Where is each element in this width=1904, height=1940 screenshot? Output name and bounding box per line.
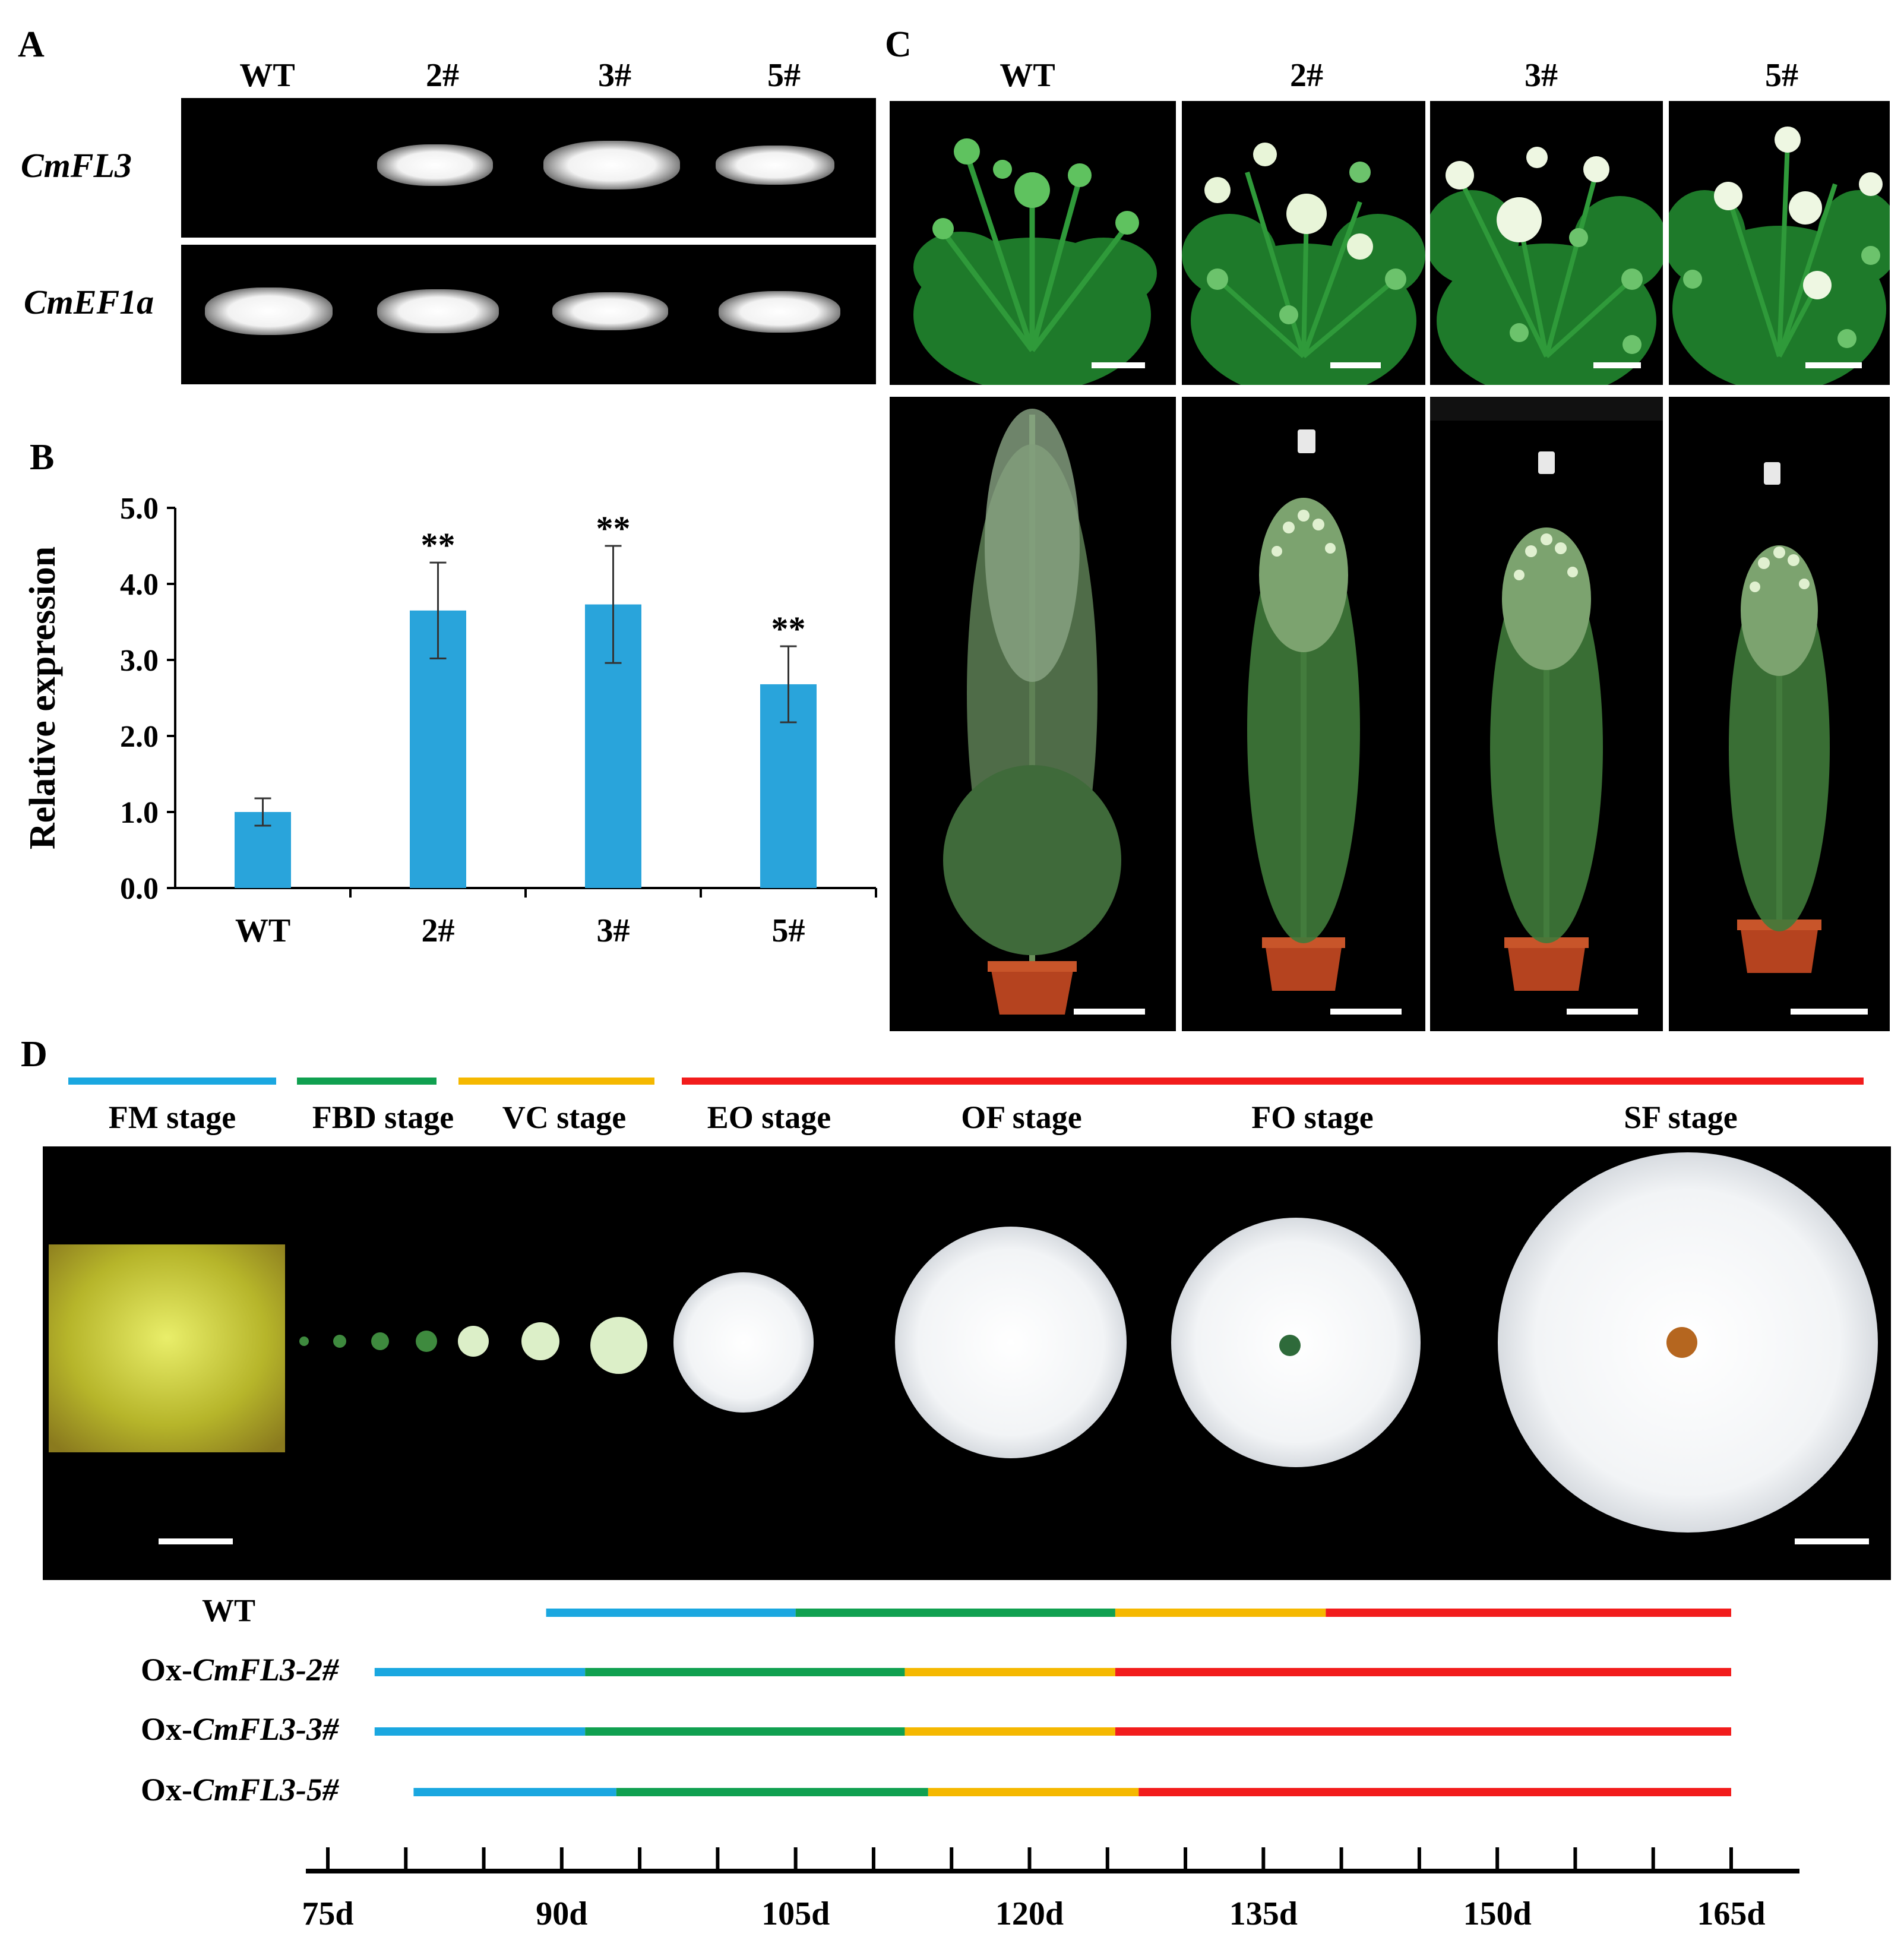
row-label-suffix: WT (201, 1593, 255, 1628)
inflorescence-illustration (1430, 147, 1663, 385)
y-tick-label: 1.0 (120, 796, 159, 830)
y-tick-label: 2.0 (120, 720, 159, 754)
timeline-row-label-2: Ox-CmFL3-2# (0, 1651, 339, 1688)
row-label-italic: CmFL3-5# (192, 1772, 339, 1808)
timeline-graphic: 75d 90d 105d 120d 135d 150d 165d (302, 1609, 1799, 1930)
x-tick-label: 5# (772, 912, 805, 949)
significance-label: ** (421, 526, 456, 564)
x-tick-label: 3# (597, 912, 630, 949)
inflorescence-photo-3 (1430, 101, 1663, 385)
stage-label-vc: VC stage (502, 1099, 627, 1135)
whole-plant-illustration (1430, 397, 1663, 991)
panel-label-c: C (885, 24, 912, 65)
timeline-tick-label: 90d (536, 1895, 587, 1930)
gene-label-cmef1a: CmEF1a (24, 283, 154, 321)
relative-expression-bar-chart: 0.0 1.0 2.0 3.0 4.0 5.0 WT ** 2# ** 3# ** 5# Relative… (23, 492, 877, 949)
whole-plant-illustration (943, 409, 1121, 1015)
stage-label-fbd: FBD stage (312, 1099, 454, 1135)
scale-bar (159, 1538, 233, 1544)
gel-band (719, 291, 840, 333)
gel-band (377, 289, 499, 333)
scale-bar (1593, 362, 1641, 368)
gel-lane-label-wt: WT (239, 57, 295, 94)
inflorescence-illustration (1669, 127, 1890, 385)
whole-plant-photo-2 (1182, 397, 1425, 1031)
scale-bar (1791, 1009, 1868, 1015)
stage-bar-fbd (297, 1078, 437, 1085)
timeline-row-label-3: Ox-CmFL3-3# (0, 1711, 339, 1748)
photo-label-3: 3# (1525, 57, 1558, 94)
stage-label-sf: SF stage (1624, 1099, 1738, 1135)
flowering-timeline: WT Ox-CmFL3-2# Ox-CmFL3-3# Ox-CmFL3-5# 7… (0, 1593, 1904, 1930)
stage-label-fo: FO stage (1251, 1099, 1374, 1135)
gel-band (205, 287, 333, 335)
gel-band (377, 144, 493, 186)
gene-label-cmfl3: CmFL3 (21, 146, 132, 185)
timeline-row-label-wt: WT (0, 1592, 255, 1629)
y-tick-label: 4.0 (120, 568, 159, 602)
timeline-tick-label: 135d (1229, 1895, 1298, 1930)
inflorescence-photo-5 (1669, 101, 1890, 385)
stage-label-fm: FM stage (108, 1099, 236, 1135)
photo-label-5: 5# (1765, 57, 1798, 94)
scale-bar (1330, 362, 1381, 368)
panel-label-d: D (21, 1034, 48, 1075)
whole-plant-illustration (1729, 462, 1830, 973)
whole-plant-photo-5 (1669, 397, 1890, 1031)
scale-bar (1805, 362, 1862, 368)
inflorescence-illustration (1182, 143, 1425, 385)
timeline-tick-label: 105d (761, 1895, 830, 1930)
gel-band (543, 141, 680, 189)
photo-label-wt: WT (1000, 57, 1055, 94)
y-tick-label: 3.0 (120, 644, 159, 678)
panel-label-a: A (18, 24, 45, 65)
timeline-row-label-5: Ox-CmFL3-5# (0, 1771, 339, 1808)
timeline-tick-label: 120d (995, 1895, 1064, 1930)
stage-bar-vc (458, 1078, 654, 1085)
stage-bar-flowering (682, 1078, 1864, 1085)
flower-development-photo (43, 1146, 1891, 1580)
gel-lane-label-5: 5# (767, 57, 801, 94)
whole-plant-illustration (1247, 429, 1360, 991)
inflorescence-illustration (913, 138, 1157, 385)
flower-stages-illustration (49, 1152, 1878, 1533)
y-tick-label: 5.0 (120, 492, 159, 526)
gel-lane-label-3: 3# (598, 57, 631, 94)
significance-label: ** (596, 509, 631, 548)
stage-label-of: OF stage (961, 1099, 1082, 1135)
x-tick-label: WT (235, 912, 290, 949)
whole-plant-photo-wt (890, 397, 1176, 1031)
row-label-prefix: Ox- (140, 1652, 192, 1688)
whole-plant-photo-3 (1430, 397, 1663, 1031)
timeline-tick-label: 165d (1697, 1895, 1765, 1930)
row-label-italic: CmFL3-3# (192, 1711, 339, 1747)
gel-lane-label-2: 2# (426, 57, 459, 94)
stage-label-eo: EO stage (707, 1099, 831, 1135)
inflorescence-photo-2 (1182, 101, 1425, 385)
y-tick-label: 0.0 (120, 872, 159, 906)
scale-bar (1330, 1009, 1402, 1015)
row-label-prefix: Ox- (140, 1711, 192, 1747)
gel-band (716, 146, 834, 185)
gel-image-cmef1a (181, 245, 876, 384)
scale-bar (1092, 362, 1145, 368)
row-label-prefix: Ox- (140, 1772, 192, 1808)
timeline-tick-label: 75d (302, 1895, 353, 1930)
photo-label-2: 2# (1290, 57, 1323, 94)
gel-image-cmfl3 (181, 98, 876, 238)
panel-label-b: B (30, 437, 55, 478)
inflorescence-photo-wt (890, 101, 1176, 385)
y-axis-label: Relative expression (23, 546, 63, 849)
x-tick-label: 2# (422, 912, 455, 949)
scale-bar (1795, 1538, 1869, 1544)
gel-band (552, 292, 668, 330)
significance-label: ** (771, 609, 806, 648)
row-label-italic: CmFL3-2# (192, 1652, 339, 1688)
scale-bar (1567, 1009, 1638, 1015)
scale-bar (1074, 1009, 1145, 1015)
stage-bar-fm (68, 1078, 276, 1085)
timeline-tick-label: 150d (1463, 1895, 1532, 1930)
